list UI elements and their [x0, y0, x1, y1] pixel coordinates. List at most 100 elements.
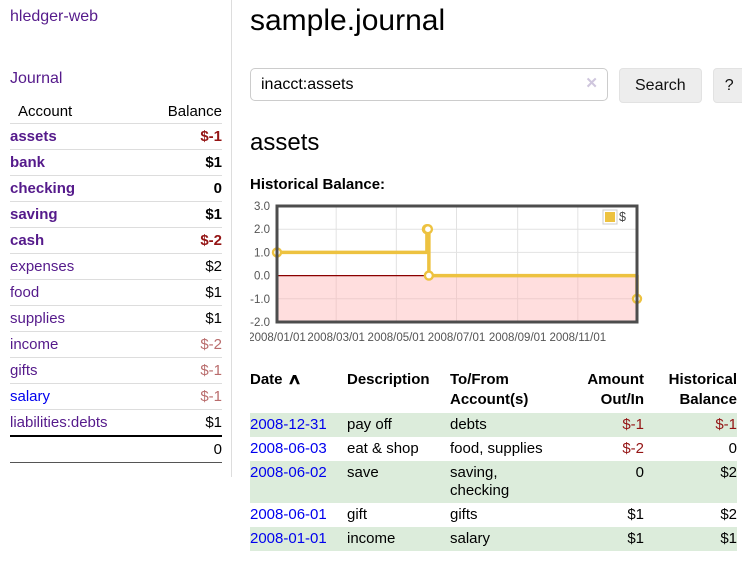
transaction-date-link[interactable]: 2008-06-02 — [250, 464, 327, 481]
transaction-date-link[interactable]: 2008-06-03 — [250, 440, 327, 457]
transaction-date-cell: 2008-12-31 — [250, 413, 347, 437]
sidebar-item-journal[interactable]: Journal — [10, 70, 63, 87]
account-balance: $-2 — [200, 336, 222, 353]
accounts-table: Account Balance assets $-1 bank $1 checking 0… — [10, 100, 222, 463]
register-row: 2008-12-31 pay off debts $-1 $-1 — [250, 413, 737, 437]
account-link[interactable]: supplies — [10, 310, 66, 327]
account-row: saving $1 — [10, 201, 222, 228]
account-name-cell: gifts — [10, 358, 116, 384]
transaction-amount: 0 — [635, 464, 644, 481]
register-header-date[interactable]: Date ∧ — [250, 368, 347, 413]
transaction-accounts: food, supplies — [450, 440, 543, 457]
search-input[interactable] — [250, 68, 608, 101]
account-name-cell: cash — [10, 228, 116, 254]
transaction-date-link[interactable]: 2008-12-31 — [250, 416, 327, 433]
historical-balance-chart: $3.0 2.0 1.0 0.0 -1.0 -2.0 2008/01/01 2008/03/0… — [248, 201, 734, 351]
transaction-description: pay off — [347, 416, 392, 433]
svg-text:2008/05/01: 2008/05/01 — [368, 332, 426, 344]
account-link[interactable]: assets — [10, 128, 57, 145]
transaction-balance: $1 — [720, 530, 737, 547]
transaction-date-cell: 2008-06-01 — [250, 503, 347, 527]
chart-label: Historical Balance: — [250, 176, 386, 193]
transaction-date-cell: 2008-06-03 — [250, 437, 347, 461]
account-heading: assets — [250, 129, 320, 156]
account-balance: $1 — [205, 284, 222, 301]
transaction-balance: 0 — [728, 440, 737, 457]
chart-svg: $3.0 2.0 1.0 0.0 -1.0 -2.0 2008/01/01 2008/03/0… — [248, 201, 643, 344]
search-button[interactable]: Search — [619, 68, 702, 103]
transaction-date-link[interactable]: 2008-01-01 — [250, 530, 327, 547]
account-link[interactable]: salary — [10, 388, 51, 405]
register-header-row: Date ∧ Description To/From Account(s) Amo… — [250, 368, 737, 413]
account-name-cell: income — [10, 332, 116, 358]
account-balance: $-1 — [200, 128, 222, 145]
transaction-amount: $-1 — [622, 416, 644, 433]
transaction-accounts: gifts — [450, 506, 478, 523]
transaction-accounts: salary — [450, 530, 491, 547]
account-balance: 0 — [213, 180, 222, 197]
account-name-cell: bank — [10, 150, 116, 176]
help-button[interactable]: ? — [712, 68, 742, 103]
transaction-date-cell: 2008-06-02 — [250, 461, 347, 503]
svg-text:2008/01/01: 2008/01/01 — [250, 332, 306, 344]
accounts-total-value: 0 — [213, 441, 222, 458]
account-link[interactable]: income — [10, 336, 59, 353]
account-row: salary $-1 — [10, 383, 222, 410]
svg-text:2008/09/01: 2008/09/01 — [489, 332, 547, 344]
register-header-description: Description — [347, 371, 430, 388]
account-balance: $1 — [205, 154, 222, 171]
account-row: cash $-2 — [10, 227, 222, 254]
accounts-header-row: Account Balance — [10, 100, 222, 124]
account-name-cell: checking — [10, 176, 116, 202]
transaction-amount: $-2 — [622, 440, 644, 457]
account-row: food $1 — [10, 279, 222, 306]
register-header-accounts: To/From Account(s) — [450, 371, 529, 408]
main-content: sample.journal ✕ Search ? assets Histori… — [232, 0, 742, 575]
clear-search-icon[interactable]: ✕ — [585, 75, 598, 92]
account-link[interactable]: food — [10, 284, 40, 301]
transaction-amount: $1 — [627, 506, 644, 523]
svg-text:3.0: 3.0 — [254, 201, 270, 213]
account-link[interactable]: checking — [10, 180, 76, 197]
account-row: bank $1 — [10, 149, 222, 176]
register-row: 2008-06-03 eat & shop food, supplies $-2 0 — [250, 437, 737, 461]
app-title-link[interactable]: hledger-web — [10, 8, 99, 25]
register-header-balance: Historical Balance — [668, 371, 737, 408]
svg-text:2008/03/01: 2008/03/01 — [307, 332, 365, 344]
account-balance: $-2 — [200, 232, 222, 249]
account-link[interactable]: saving — [10, 206, 58, 223]
accounts-header-balance: Balance — [167, 103, 222, 120]
transaction-date-cell: 2008-01-01 — [250, 527, 347, 551]
search-box: ✕ — [250, 68, 608, 103]
register-header-amount: Amount Out/In — [587, 371, 644, 408]
account-balance: $-1 — [200, 362, 222, 379]
account-row: liabilities:debts $1 — [10, 409, 222, 437]
register-table: Date ∧ Description To/From Account(s) Amo… — [250, 368, 737, 551]
account-row: gifts $-1 — [10, 357, 222, 384]
accounts-total-row: 0 — [10, 436, 222, 463]
account-name-cell: salary — [10, 384, 116, 410]
transaction-balance: $-1 — [715, 416, 737, 433]
account-link[interactable]: liabilities:debts — [10, 414, 108, 431]
account-row: assets $-1 — [10, 123, 222, 150]
account-link[interactable]: expenses — [10, 258, 75, 275]
account-row: checking 0 — [10, 175, 222, 202]
svg-text:-1.0: -1.0 — [250, 294, 270, 306]
transaction-balance: $2 — [720, 464, 737, 481]
chart-legend: $ — [602, 209, 626, 225]
account-link[interactable]: gifts — [10, 362, 38, 379]
transaction-description: income — [347, 530, 396, 547]
transaction-accounts: saving, checking — [450, 464, 510, 499]
transaction-date-link[interactable]: 2008-06-01 — [250, 506, 327, 523]
account-link[interactable]: cash — [10, 232, 45, 249]
sort-ascending-icon: ∧ — [286, 371, 302, 388]
account-name-cell: supplies — [10, 306, 116, 332]
account-link[interactable]: bank — [10, 154, 46, 171]
account-balance: $2 — [205, 258, 222, 275]
account-balance: $1 — [205, 206, 222, 223]
account-balance: $1 — [205, 414, 222, 431]
svg-text:-2.0: -2.0 — [250, 317, 270, 329]
transaction-description: save — [347, 464, 379, 481]
svg-text:2.0: 2.0 — [254, 224, 270, 236]
